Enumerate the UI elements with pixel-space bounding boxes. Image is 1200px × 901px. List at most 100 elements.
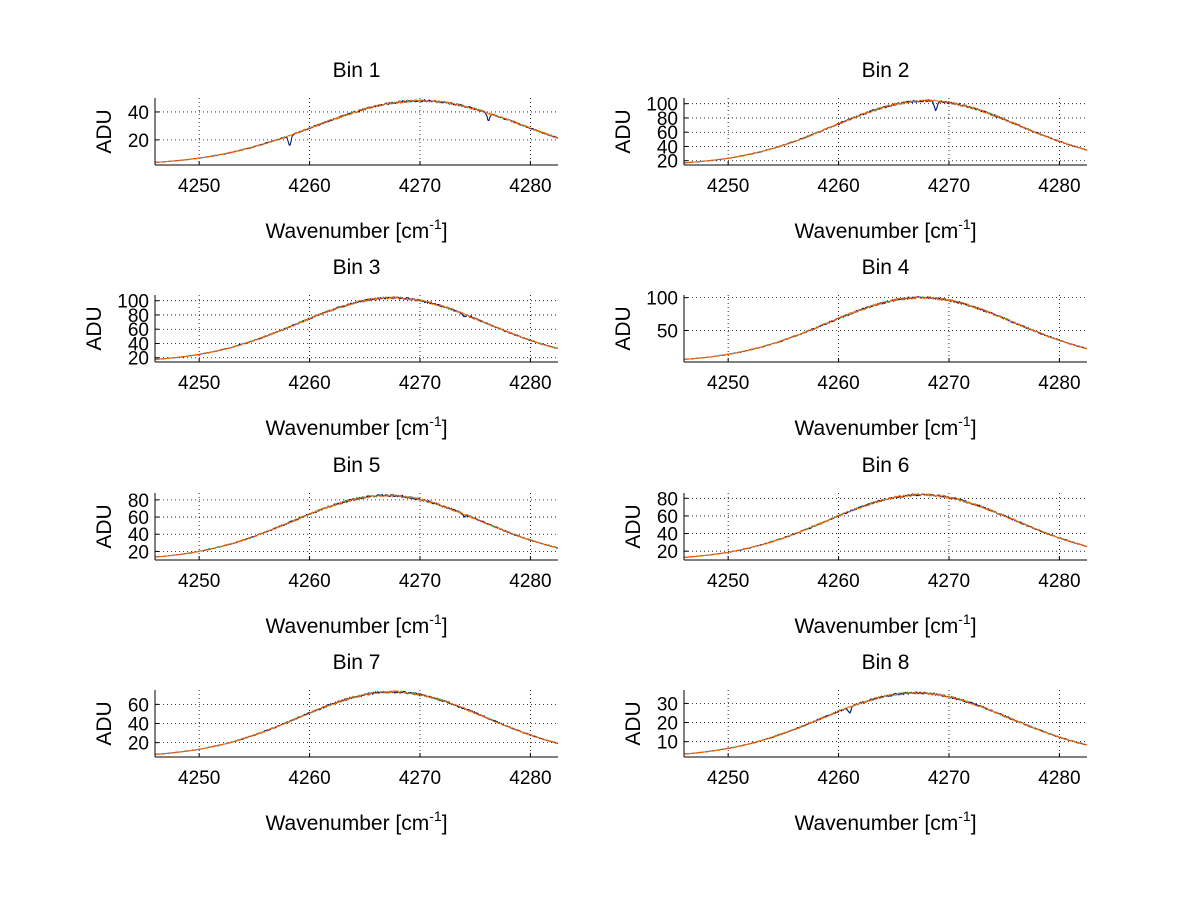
y-tick-label: 60: [657, 123, 678, 144]
subplot-title: Bin 2: [862, 59, 910, 82]
y-tick-label: 40: [128, 715, 149, 736]
series-line-1: [154, 99, 559, 163]
x-tick-label: 4250: [178, 571, 220, 592]
x-tick-label: 4270: [399, 176, 441, 197]
x-tick-label: 4250: [178, 768, 220, 789]
y-tick-label: 20: [657, 542, 678, 563]
x-axis-label-main: Wavenumber [cm: [794, 220, 958, 243]
subplot-title: Bin 1: [333, 59, 381, 82]
y-axis-label: ADU: [93, 109, 116, 153]
x-tick-label: 4280: [1038, 373, 1080, 394]
series-line-3: [683, 295, 1088, 361]
series-line-3: [683, 493, 1088, 558]
y-tick-label: 40: [128, 334, 149, 355]
series-line-3: [683, 98, 1088, 164]
y-tick-label: 50: [657, 321, 678, 342]
y-axis-label: ADU: [612, 306, 635, 350]
x-axis-label: Wavenumber [cm-1]: [794, 611, 976, 638]
x-axis-label-exponent: -1: [958, 808, 971, 824]
x-tick-label: 4270: [928, 571, 970, 592]
y-tick-label: 100: [117, 292, 149, 313]
y-tick-label: 10: [657, 733, 678, 754]
x-tick-label: 4260: [288, 176, 330, 197]
x-tick-label: 4250: [707, 373, 749, 394]
x-axis-label-exponent: -1: [429, 808, 442, 824]
series-line-1: [683, 98, 1088, 164]
series-line-3: [683, 690, 1088, 755]
x-axis-label: Wavenumber [cm-1]: [794, 216, 976, 243]
y-tick-label: 20: [128, 349, 149, 370]
x-tick-label: 4270: [399, 373, 441, 394]
x-tick-label: 4260: [817, 373, 859, 394]
x-axis-label-end: ]: [971, 615, 977, 638]
x-axis-label-end: ]: [971, 812, 977, 835]
y-tick-label: 40: [128, 103, 149, 124]
x-tick-label: 4280: [509, 176, 551, 197]
subplot-bin-1: 4250 4260 4270 4280 20 40 Bin 1 ADU Wavenumber […: [93, 59, 559, 243]
subplot-title: Bin 6: [862, 454, 910, 477]
y-tick-label: 20: [128, 131, 149, 152]
series-line-2: [683, 99, 1088, 164]
y-tick-label: 80: [128, 306, 149, 327]
series-line-3: [154, 493, 559, 558]
x-axis-label: Wavenumber [cm-1]: [265, 808, 447, 835]
x-tick-label: 4280: [1038, 176, 1080, 197]
y-axis-label: ADU: [612, 109, 635, 153]
x-tick-label: 4280: [509, 373, 551, 394]
x-axis-label-exponent: -1: [429, 216, 442, 232]
x-tick-label: 4260: [817, 571, 859, 592]
x-tick-label: 4260: [288, 373, 330, 394]
y-axis-label: ADU: [622, 701, 645, 745]
y-tick-label: 40: [657, 137, 678, 158]
y-tick-label: 40: [657, 525, 678, 546]
x-axis-label-end: ]: [442, 220, 448, 243]
y-axis-label: ADU: [93, 504, 116, 548]
x-tick-label: 4250: [707, 176, 749, 197]
y-tick-label: 80: [128, 491, 149, 512]
y-tick-label: 100: [646, 289, 678, 310]
x-axis-label-main: Wavenumber [cm: [794, 812, 958, 835]
x-tick-label: 4280: [1038, 571, 1080, 592]
x-axis-label-main: Wavenumber [cm: [794, 615, 958, 638]
subplot-bin-4: 4250 4260 4270 4280 50 100 Bin 4 ADU Wavenumber …: [612, 256, 1088, 440]
x-tick-label: 4250: [178, 373, 220, 394]
x-tick-label: 4280: [509, 571, 551, 592]
x-axis-label-exponent: -1: [429, 611, 442, 627]
x-tick-label: 4250: [707, 571, 749, 592]
x-tick-label: 4270: [928, 176, 970, 197]
y-tick-label: 60: [128, 508, 149, 529]
x-axis-label: Wavenumber [cm-1]: [265, 611, 447, 638]
x-axis-label-end: ]: [971, 220, 977, 243]
y-tick-label: 100: [646, 95, 678, 116]
x-axis-label-main: Wavenumber [cm: [265, 615, 429, 638]
y-axis-label: ADU: [93, 701, 116, 745]
y-axis-label: ADU: [83, 306, 106, 350]
series-line-3: [154, 689, 559, 755]
x-tick-label: 4250: [707, 768, 749, 789]
y-tick-label: 20: [128, 542, 149, 563]
y-tick-label: 80: [657, 109, 678, 130]
x-tick-label: 4270: [399, 571, 441, 592]
x-axis-label-end: ]: [442, 615, 448, 638]
y-tick-label: 60: [128, 320, 149, 341]
x-tick-label: 4280: [509, 768, 551, 789]
x-tick-label: 4270: [928, 768, 970, 789]
x-axis-label-exponent: -1: [958, 216, 971, 232]
series-line-2: [154, 99, 559, 163]
x-axis-label-main: Wavenumber [cm: [265, 220, 429, 243]
x-tick-label: 4260: [817, 176, 859, 197]
x-axis-label-end: ]: [971, 417, 977, 440]
y-tick-label: 20: [657, 152, 678, 173]
x-tick-label: 4280: [1038, 768, 1080, 789]
subplot-title: Bin 4: [862, 256, 910, 279]
x-axis-label: Wavenumber [cm-1]: [794, 413, 976, 440]
x-axis-label: Wavenumber [cm-1]: [265, 413, 447, 440]
x-tick-label: 4260: [817, 768, 859, 789]
subplot-title: Bin 5: [333, 454, 381, 477]
x-axis-label-main: Wavenumber [cm: [794, 417, 958, 440]
